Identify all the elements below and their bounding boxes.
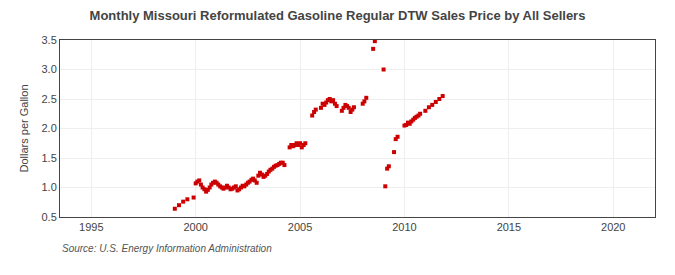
svg-text:2000: 2000 [183,221,207,233]
svg-text:Dollars per Gallon: Dollars per Gallon [18,84,30,172]
svg-text:Monthly Missouri Reformulated: Monthly Missouri Reformulated Gasoline R… [90,8,586,23]
svg-text:2005: 2005 [288,221,312,233]
svg-text:2.5: 2.5 [42,93,57,105]
svg-text:1.5: 1.5 [42,152,57,164]
svg-text:3.5: 3.5 [42,34,57,46]
svg-text:Source: U.S. Energy Informatio: Source: U.S. Energy Information Administ… [62,243,272,254]
svg-text:2015: 2015 [497,221,521,233]
svg-text:1995: 1995 [79,221,103,233]
svg-text:2020: 2020 [601,221,625,233]
svg-text:1.0: 1.0 [42,181,57,193]
svg-text:0.5: 0.5 [42,211,57,223]
svg-text:2.0: 2.0 [42,122,57,134]
svg-text:3.0: 3.0 [42,63,57,75]
svg-text:2010: 2010 [392,221,416,233]
